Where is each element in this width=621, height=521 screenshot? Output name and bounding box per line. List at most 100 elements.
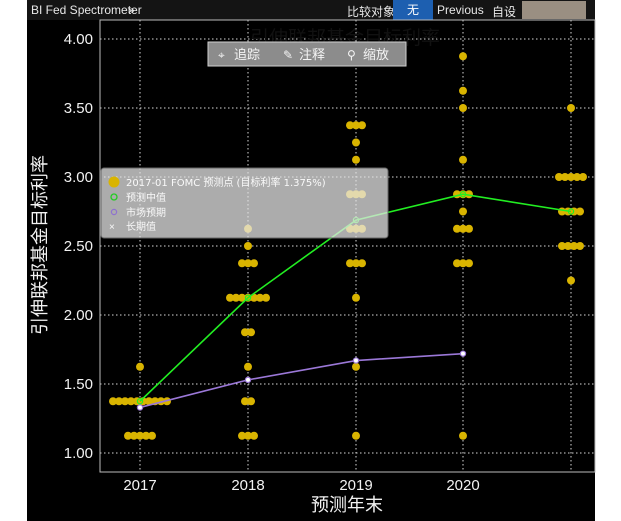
legend-purple-ring (110, 208, 118, 216)
compare-select[interactable]: 无 (393, 0, 433, 20)
fomc-dot (256, 293, 264, 302)
fomc-dot (352, 362, 360, 371)
fomc-dot (352, 121, 360, 130)
fomc-dot (250, 259, 258, 268)
fomc-dot (555, 173, 563, 181)
legend-green-ring (110, 193, 118, 201)
market-point (136, 404, 144, 411)
fomc-dot (459, 52, 467, 61)
fomc-dot (346, 259, 354, 268)
fomc-dot (358, 121, 366, 130)
median-point (244, 294, 252, 301)
compare-label: 比较对象 (347, 5, 396, 19)
app-title: BI Fed Spectrometer (31, 3, 142, 17)
y-axis-label: 引伸联邦基金目标利率 (30, 155, 51, 335)
median-point (567, 208, 575, 215)
plot-toolbar: ⌖ 追踪 ✎ 注释 ⚲ 缩放 (207, 41, 407, 67)
fomc-dot (459, 207, 467, 216)
fomc-dot (247, 397, 255, 406)
fomc-dot (115, 397, 123, 406)
legend-box (100, 167, 389, 239)
chart-frame (27, 20, 595, 521)
fomc-dot (250, 431, 258, 440)
y-tick-label: 1.50 (64, 376, 93, 393)
fomc-dot (352, 431, 360, 440)
fomc-dot (226, 293, 234, 302)
fomc-dot (567, 173, 575, 181)
previous-button[interactable]: Previous (437, 3, 484, 17)
fomc-dot (262, 293, 270, 302)
fomc-dot (244, 431, 252, 440)
plot-toolbar-bg (207, 41, 407, 67)
x-axis-label: 预测年末 (311, 495, 383, 516)
median-point (136, 398, 144, 405)
fomc-dot (136, 362, 144, 371)
fomc-dot (121, 397, 129, 406)
fomc-dot (567, 276, 575, 285)
fomc-dot (576, 207, 584, 216)
market-point (459, 350, 467, 357)
expand-arrow-icon[interactable]: » (128, 3, 135, 17)
y-tick-label: 1.00 (64, 445, 93, 462)
legend-item-longrun: × 长期值 (109, 220, 156, 233)
fomc-dot (459, 104, 467, 112)
fomc-dot (567, 104, 575, 112)
legend-item-dots: 2017-01 FOMC 预测点 (目标利率 1.375%) (108, 176, 326, 189)
app-toolbar: BI Fed Spectrometer » 比较对象 无 Previous 自设 (27, 0, 595, 20)
fomc-dot (453, 259, 461, 268)
zoom-button[interactable]: ⚲ 缩放 (347, 47, 389, 63)
fomc-dot (346, 121, 354, 130)
fomc-dot (453, 224, 461, 233)
custom-button[interactable]: 自设 (492, 5, 517, 19)
fomc-dot (564, 242, 572, 250)
fomc-dot (459, 155, 467, 164)
fomc-dot (241, 397, 249, 406)
x-tick-label: 2019 (339, 477, 372, 494)
fomc-dot (232, 293, 240, 302)
fomc-dot (570, 242, 578, 250)
annotate-button[interactable]: ✎ 注释 (283, 48, 325, 63)
x-tick-label: 2018 (231, 477, 264, 494)
custom-input[interactable] (522, 1, 586, 19)
fomc-dot (148, 431, 156, 440)
y-tick-label: 2.00 (64, 307, 93, 324)
y-tick-label: 3.50 (64, 100, 93, 117)
fomc-dot (136, 431, 144, 440)
fomc-dot (573, 173, 581, 181)
legend-item-median: 预测中值 (110, 191, 166, 204)
fomc-dot (109, 397, 117, 406)
fomc-dot (238, 259, 246, 268)
fomc-dot (241, 328, 249, 337)
fomc-dot (459, 431, 467, 440)
y-axis-ticks: 1.00 1.50 2.00 2.50 3.00 3.50 4.00 (64, 31, 93, 462)
pencil-icon: ✎ (283, 48, 293, 62)
market-point (352, 357, 360, 364)
dash-icon: × (109, 222, 115, 233)
fomc-dot (459, 224, 467, 233)
y-tick-label: 4.00 (64, 31, 93, 48)
fomc-dot (352, 293, 360, 302)
track-label: 追踪 (234, 47, 260, 63)
legend-label: 市场预期 (126, 206, 166, 219)
crosshair-icon: ⌖ (218, 48, 225, 62)
fomc-dot (238, 293, 246, 302)
fomc-dot (127, 397, 135, 406)
fomc-dot (465, 259, 473, 268)
fomc-dot (352, 259, 360, 268)
track-button[interactable]: ⌖ 追踪 (218, 47, 260, 63)
market-point (244, 376, 252, 384)
legend: 2017-01 FOMC 预测点 (目标利率 1.375%) 预测中值 市场预期… (100, 167, 389, 239)
fomc-dot (124, 431, 132, 440)
fomc-dot (459, 259, 467, 268)
legend-dot-marker (108, 176, 120, 188)
fomc-dot (352, 155, 360, 164)
legend-label: 预测中值 (126, 191, 166, 204)
legend-label: 2017-01 FOMC 预测点 (目标利率 1.375%) (126, 176, 326, 189)
x-tick-label: 2020 (446, 477, 479, 494)
fomc-dot (247, 328, 255, 337)
fomc-dot (145, 397, 153, 406)
fomc-dot (358, 259, 366, 268)
fomc-dot (352, 138, 360, 147)
fomc-dot (244, 242, 252, 250)
